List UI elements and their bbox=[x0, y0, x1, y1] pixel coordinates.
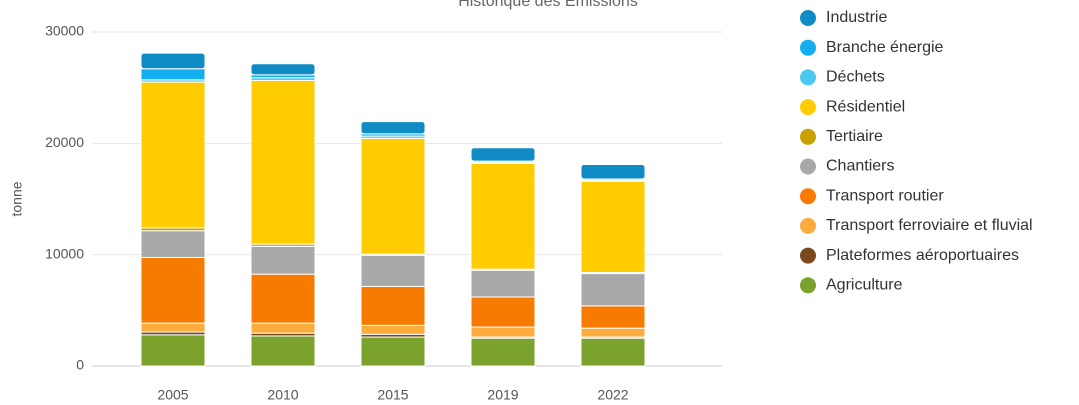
bar-segment bbox=[470, 269, 536, 298]
bar-segment bbox=[470, 147, 536, 162]
y-tick-label: 20000 bbox=[45, 134, 84, 150]
bar-segment bbox=[140, 322, 206, 333]
y-tick-label: 10000 bbox=[45, 245, 84, 261]
bar-segment bbox=[360, 285, 426, 326]
bar-segment bbox=[140, 334, 206, 367]
x-tick-label: 2005 bbox=[157, 387, 188, 403]
y-axis-label: tonne bbox=[9, 181, 25, 216]
bar-segment bbox=[580, 327, 646, 338]
bar-segment bbox=[360, 324, 426, 335]
bar-segment bbox=[580, 180, 646, 273]
legend-marker bbox=[800, 277, 816, 294]
legend-label: Résidentiel bbox=[826, 98, 905, 115]
legend-label: Transport routier bbox=[826, 187, 944, 204]
legend-marker bbox=[800, 188, 816, 205]
chart-title: Historique des Émissions bbox=[458, 0, 638, 10]
legend-marker bbox=[800, 128, 816, 145]
bar-segment bbox=[250, 335, 316, 367]
legend-label: Plateformes aéroportuaires bbox=[826, 247, 1019, 264]
legend-marker bbox=[800, 69, 816, 86]
legend-marker bbox=[800, 10, 816, 26]
bar-segment bbox=[140, 52, 206, 70]
legend-label: Industrie bbox=[826, 9, 887, 26]
legend-label: Agriculture bbox=[826, 277, 903, 294]
legend-marker bbox=[800, 217, 816, 234]
bar-segment bbox=[250, 79, 316, 245]
legend-marker bbox=[800, 158, 816, 175]
legend: Industrie Branche énergie Déchets Résidenti… bbox=[800, 9, 1033, 294]
x-tick-label: 2019 bbox=[487, 387, 518, 403]
legend-marker bbox=[800, 99, 816, 116]
y-tick-label: 30000 bbox=[45, 23, 84, 39]
bar-segment bbox=[470, 337, 536, 367]
bar-segment bbox=[140, 81, 206, 229]
legend-marker bbox=[800, 39, 816, 56]
bar-segment bbox=[470, 326, 536, 338]
bar-segment bbox=[360, 121, 426, 135]
legend-label: Branche énergie bbox=[826, 39, 944, 56]
bar-segment bbox=[140, 256, 206, 324]
legend-label: Tertiaire bbox=[826, 128, 883, 145]
bar-segment bbox=[470, 162, 536, 270]
bar-segment bbox=[360, 137, 426, 255]
legend-label: Transport ferroviaire et fluvial bbox=[826, 217, 1033, 234]
bar-segment bbox=[580, 163, 646, 180]
y-tick-label: 0 bbox=[76, 357, 84, 373]
bar-segment bbox=[140, 68, 206, 81]
bar-segment bbox=[360, 254, 426, 287]
bar-segment bbox=[250, 322, 316, 334]
bar-segment bbox=[580, 273, 646, 307]
x-tick-label: 2015 bbox=[377, 387, 408, 403]
bar-segment bbox=[580, 305, 646, 329]
x-tick-label: 2022 bbox=[597, 387, 628, 403]
bar-segment bbox=[250, 245, 316, 275]
x-tick-label: 2010 bbox=[267, 387, 298, 403]
bar-segment bbox=[470, 296, 536, 328]
legend-label: Chantiers bbox=[826, 158, 894, 175]
bar-segment bbox=[250, 63, 316, 76]
bar-segment bbox=[580, 337, 646, 367]
legend-marker bbox=[800, 247, 816, 264]
bar-segment bbox=[250, 273, 316, 324]
bar-segment bbox=[360, 336, 426, 367]
bar-segment bbox=[140, 230, 206, 258]
legend-label: Déchets bbox=[826, 69, 885, 86]
